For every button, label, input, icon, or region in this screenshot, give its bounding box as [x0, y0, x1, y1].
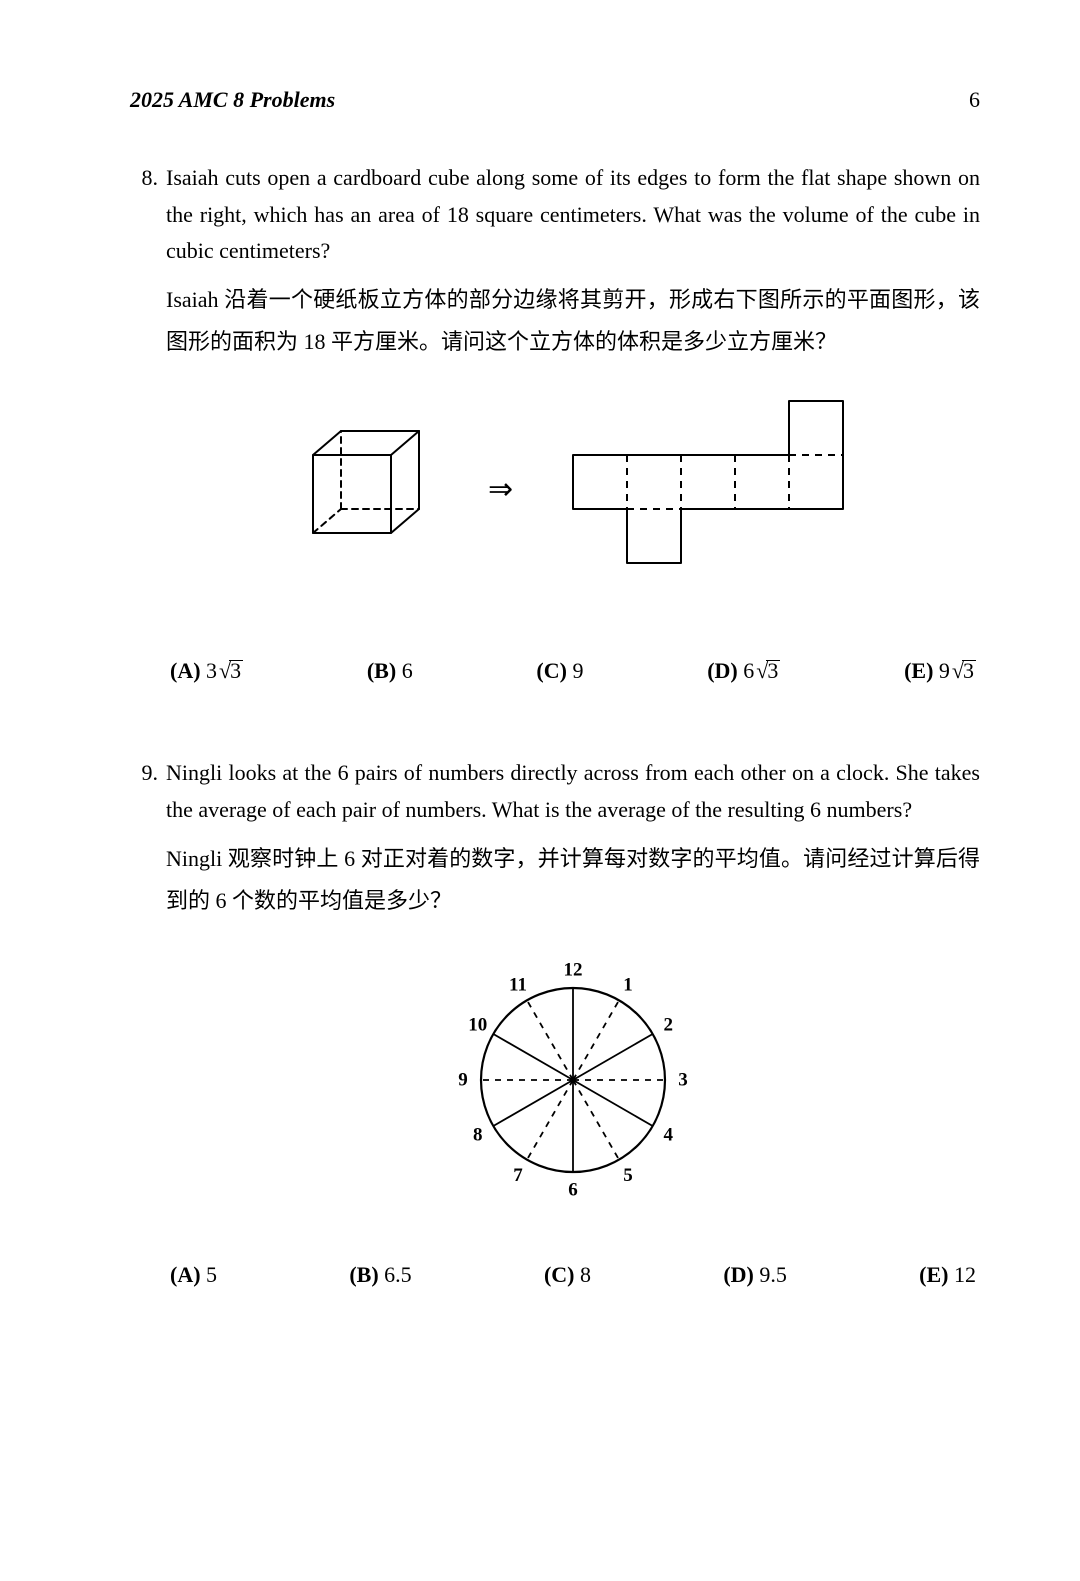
choices-row: (A) 5 (B) 6.5 (C) 8 (D) 9.5 (E) 12: [166, 1257, 980, 1293]
svg-text:5: 5: [623, 1164, 633, 1185]
svg-text:7: 7: [513, 1164, 523, 1185]
choice-a: (A) 5: [170, 1257, 217, 1293]
svg-text:2: 2: [664, 1014, 674, 1035]
svg-text:6: 6: [568, 1179, 578, 1200]
svg-text:3: 3: [678, 1069, 688, 1090]
figure-clock: 121234567891011: [166, 950, 980, 1221]
problem-body: 9. Ningli looks at the 6 pairs of number…: [130, 755, 980, 1293]
problem-number: 8.: [130, 160, 158, 196]
problem-text: Isaiah cuts open a cardboard cube along …: [166, 160, 980, 689]
choice-b: (B) 6.5: [349, 1257, 411, 1293]
choice-e: (E) 12: [919, 1257, 976, 1293]
page-header: 2025 AMC 8 Problems 6: [130, 82, 980, 118]
problem-9: 9. Ningli looks at the 6 pairs of number…: [130, 755, 980, 1293]
problem-8: 8. Isaiah cuts open a cardboard cube alo…: [130, 160, 980, 689]
svg-text:9: 9: [458, 1069, 468, 1090]
choice-d: (D) 9.5: [723, 1257, 787, 1293]
choice-c: (C) 8: [544, 1257, 591, 1293]
clock-svg: 121234567891011: [433, 950, 713, 1210]
page-number: 6: [969, 82, 980, 118]
choice-e: (E) 93: [904, 653, 976, 689]
problem-english: Ningli looks at the 6 pairs of numbers d…: [166, 755, 980, 828]
svg-text:10: 10: [468, 1014, 487, 1035]
choices-row: (A) 33 (B) 6 (C) 9 (D) 63 (E) 93: [166, 653, 980, 689]
problem-body: 8. Isaiah cuts open a cardboard cube alo…: [130, 160, 980, 689]
choice-d: (D) 63: [707, 653, 780, 689]
cube-net-svg: ⇒: [253, 391, 893, 606]
problem-chinese: Isaiah 沿着一个硬纸板立方体的部分边缘将其剪开，形成右下图所示的平面图形，…: [166, 279, 980, 363]
problem-chinese: Ningli 观察时钟上 6 对正对着的数字，并计算每对数字的平均值。请问经过计…: [166, 838, 980, 922]
svg-text:11: 11: [509, 974, 527, 995]
figure-cube-net: ⇒: [166, 391, 980, 617]
problem-english: Isaiah cuts open a cardboard cube along …: [166, 160, 980, 269]
problem-number: 9.: [130, 755, 158, 791]
svg-text:8: 8: [473, 1124, 483, 1145]
arrow-icon: ⇒: [488, 473, 513, 506]
choice-c: (C) 9: [536, 653, 583, 689]
choice-a: (A) 33: [170, 653, 243, 689]
svg-text:4: 4: [664, 1124, 674, 1145]
problem-text: Ningli looks at the 6 pairs of numbers d…: [166, 755, 980, 1293]
svg-text:1: 1: [623, 974, 633, 995]
choice-b: (B) 6: [367, 653, 413, 689]
svg-text:12: 12: [564, 959, 583, 980]
header-title: 2025 AMC 8 Problems: [130, 82, 335, 118]
page: 2025 AMC 8 Problems 6 8. Isaiah cuts ope…: [0, 0, 1080, 1581]
